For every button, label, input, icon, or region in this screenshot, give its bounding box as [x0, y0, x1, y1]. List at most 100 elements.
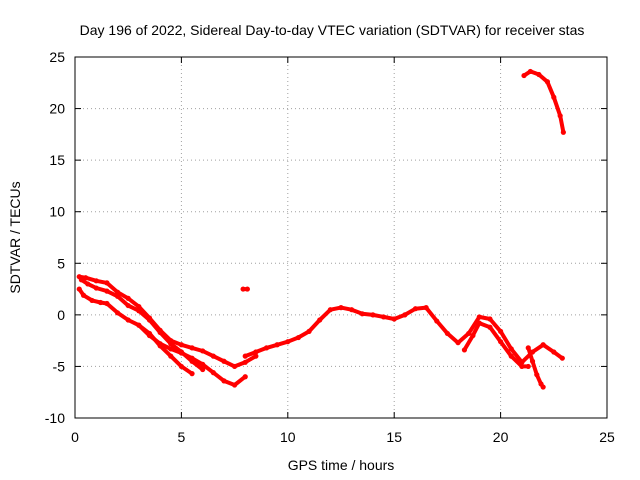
- data-point: [498, 328, 504, 334]
- data-point: [402, 312, 408, 318]
- x-tick-label: 10: [280, 429, 296, 445]
- y-tick-label: -10: [45, 410, 65, 426]
- data-point: [455, 340, 461, 346]
- data-point: [76, 286, 82, 292]
- y-axis-label: SDTVAR / TECUs: [7, 181, 23, 293]
- series-track-c: [76, 286, 195, 377]
- data-point: [380, 314, 387, 320]
- data-point: [157, 341, 163, 347]
- series-isolated-point: [240, 286, 250, 292]
- data-point: [210, 370, 216, 376]
- y-tick-label: 25: [49, 49, 65, 65]
- data-point: [551, 349, 557, 355]
- data-point: [189, 355, 195, 361]
- series-track-main: [242, 305, 565, 365]
- series-track-drop: [525, 345, 546, 390]
- data-point: [114, 310, 121, 316]
- data-point: [476, 320, 482, 326]
- data-point: [89, 297, 95, 304]
- data-point: [253, 353, 259, 359]
- data-point: [534, 372, 540, 378]
- data-point: [200, 361, 206, 367]
- data-point: [487, 324, 493, 330]
- data-point: [544, 79, 551, 85]
- y-tick-label: 0: [57, 307, 65, 323]
- x-tick-label: 25: [599, 429, 615, 445]
- series-line: [522, 69, 566, 135]
- data-point: [476, 314, 482, 320]
- data-point: [525, 363, 531, 370]
- data-point: [470, 332, 476, 339]
- data-point: [444, 330, 450, 337]
- series-layer: [76, 68, 566, 390]
- data-point: [536, 71, 542, 78]
- series-track-high: [521, 68, 566, 135]
- y-tick-label: 5: [57, 255, 65, 271]
- data-point: [391, 316, 397, 322]
- y-tick-label: 15: [49, 152, 65, 168]
- data-point: [136, 322, 142, 328]
- data-point: [508, 346, 514, 352]
- data-point: [210, 353, 216, 359]
- data-point: [242, 353, 248, 359]
- data-point: [253, 349, 259, 355]
- data-point: [125, 317, 131, 323]
- data-point: [461, 347, 468, 353]
- x-tick-label: 15: [386, 429, 402, 445]
- data-point: [242, 359, 248, 365]
- data-point: [508, 353, 514, 359]
- data-point: [85, 281, 91, 287]
- data-point: [83, 275, 89, 281]
- data-point: [232, 382, 238, 388]
- data-point: [412, 306, 419, 312]
- data-point: [200, 348, 206, 354]
- data-point: [527, 68, 533, 75]
- data-point: [125, 295, 131, 301]
- data-point: [466, 330, 472, 337]
- y-tick-label: -5: [53, 358, 66, 374]
- series-track-d: [136, 322, 248, 388]
- x-tick-label: 20: [493, 429, 509, 445]
- data-point: [525, 345, 531, 351]
- data-point: [560, 129, 566, 135]
- grid-layer: [75, 57, 607, 418]
- data-point: [104, 280, 110, 286]
- data-point: [168, 353, 174, 359]
- data-point: [168, 341, 174, 347]
- data-point: [529, 358, 536, 364]
- data-point: [242, 374, 248, 380]
- data-point: [221, 378, 227, 384]
- data-point: [136, 308, 142, 314]
- data-point: [327, 307, 333, 313]
- data-point: [559, 355, 565, 361]
- data-point: [521, 72, 527, 79]
- x-tick-label: 0: [71, 429, 79, 445]
- data-point: [423, 305, 429, 311]
- x-axis-label: GPS time / hours: [288, 457, 395, 473]
- data-point: [97, 299, 104, 306]
- y-tick-label: 20: [49, 101, 65, 117]
- data-point: [93, 285, 99, 291]
- data-point: [498, 339, 504, 345]
- data-point: [146, 332, 153, 339]
- data-point: [263, 345, 270, 351]
- data-point: [244, 286, 250, 292]
- series-track-main-b: [461, 320, 531, 370]
- data-point: [104, 288, 110, 294]
- series-track-b: [78, 277, 206, 373]
- data-point: [274, 342, 280, 348]
- data-point: [317, 317, 323, 323]
- y-tick-label: 10: [49, 204, 65, 220]
- data-point: [178, 342, 184, 348]
- data-point: [557, 113, 563, 119]
- data-point: [306, 328, 312, 334]
- data-point: [221, 358, 227, 364]
- data-point: [540, 384, 546, 390]
- data-point: [295, 334, 302, 341]
- data-point: [240, 286, 246, 292]
- data-point: [285, 339, 291, 345]
- data-point: [93, 278, 99, 284]
- data-point: [189, 345, 195, 351]
